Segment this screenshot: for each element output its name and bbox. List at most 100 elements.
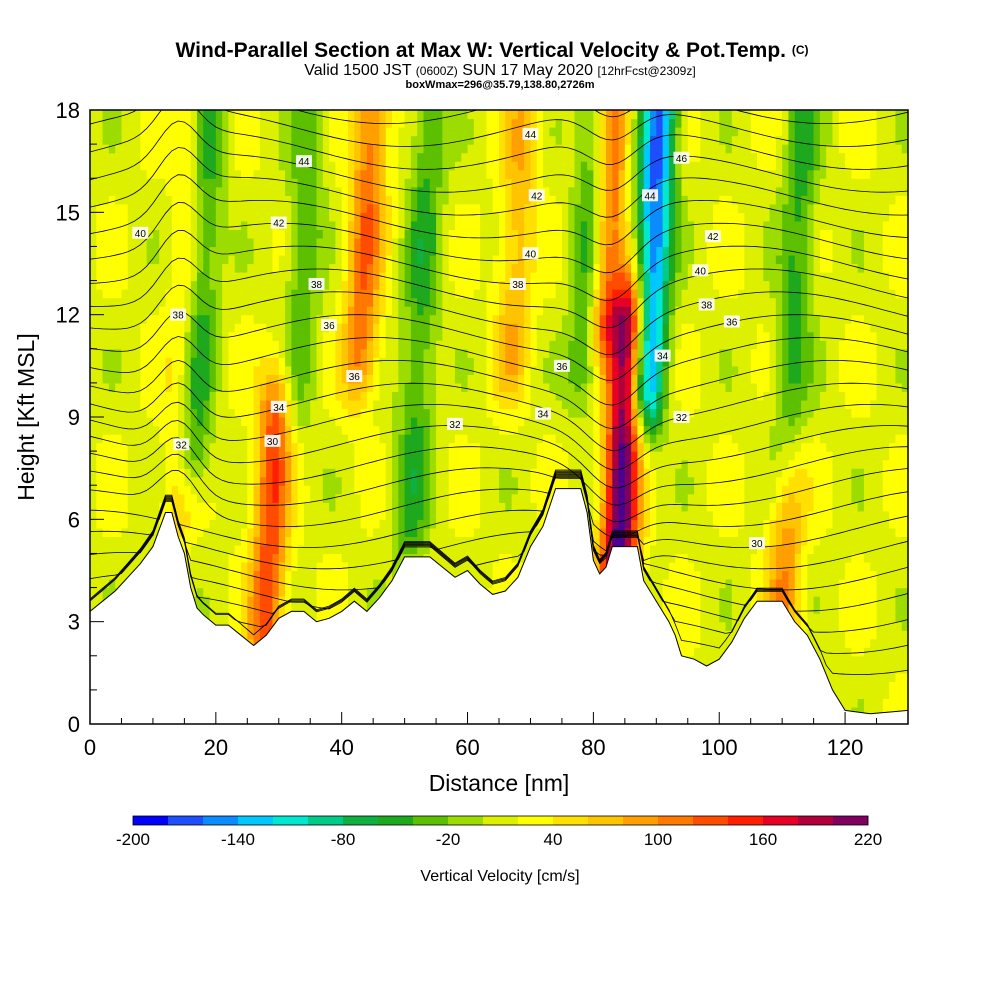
velocity-cell — [178, 493, 185, 503]
velocity-cell — [196, 340, 204, 350]
velocity-cell — [241, 254, 248, 265]
velocity-cell — [259, 203, 267, 213]
velocity-cell — [486, 340, 494, 350]
velocity-cell — [291, 195, 299, 205]
velocity-cell — [480, 323, 488, 333]
velocity-cell — [146, 459, 154, 469]
velocity-cell — [215, 297, 223, 307]
velocity-cell — [285, 263, 292, 273]
velocity-cell — [454, 229, 462, 239]
velocity-cell — [247, 553, 255, 563]
velocity-cell — [108, 195, 116, 205]
velocity-cell — [341, 323, 349, 333]
velocity-cell — [454, 144, 462, 154]
velocity-cell — [102, 451, 110, 461]
velocity-cell — [417, 110, 425, 120]
velocity-cell — [373, 323, 381, 333]
velocity-cell — [203, 110, 211, 120]
velocity-cell — [102, 502, 110, 512]
velocity-cell — [410, 118, 418, 128]
velocity-cell — [505, 536, 513, 546]
velocity-cell — [316, 186, 324, 196]
velocity-cell — [492, 246, 500, 256]
velocity-cell — [134, 459, 141, 469]
velocity-cell — [347, 408, 355, 418]
velocity-cell — [480, 340, 488, 350]
velocity-cell — [486, 561, 494, 572]
velocity-cell — [436, 485, 443, 495]
velocity-cell — [329, 527, 336, 537]
velocity-cell — [517, 127, 525, 137]
velocity-cell — [347, 340, 355, 350]
velocity-cell — [96, 280, 104, 290]
velocity-cell — [423, 408, 431, 418]
velocity-cell — [341, 314, 349, 324]
velocity-cell — [379, 212, 387, 222]
velocity-cell — [505, 519, 513, 529]
velocity-cell — [234, 118, 242, 128]
velocity-cell — [171, 493, 179, 503]
velocity-cell — [146, 510, 154, 520]
velocity-cell — [448, 237, 456, 248]
velocity-cell — [297, 289, 305, 299]
velocity-cell — [480, 459, 488, 469]
velocity-cell — [285, 527, 292, 537]
velocity-cell — [165, 280, 173, 290]
velocity-cell — [241, 237, 248, 248]
velocity-cell — [398, 220, 406, 230]
velocity-cell — [417, 365, 425, 375]
velocity-cell — [297, 604, 305, 614]
velocity-cell — [152, 229, 160, 239]
velocity-cell — [209, 144, 217, 154]
velocity-cell — [228, 374, 236, 384]
velocity-cell — [505, 229, 513, 239]
velocity-cell — [310, 246, 318, 256]
velocity-cell — [127, 425, 135, 435]
velocity-cell — [379, 561, 387, 572]
velocity-cell — [228, 425, 236, 435]
velocity-cell — [310, 519, 318, 529]
velocity-cell — [234, 357, 242, 367]
velocity-cell — [404, 178, 412, 188]
velocity-cell — [473, 289, 481, 299]
velocity-cell — [247, 502, 255, 512]
velocity-cell — [454, 527, 462, 537]
velocity-cell — [90, 527, 97, 537]
velocity-cell — [121, 425, 129, 435]
velocity-cell — [90, 289, 97, 299]
velocity-cell — [215, 553, 223, 563]
velocity-cell — [146, 272, 154, 282]
velocity-cell — [310, 536, 318, 546]
velocity-cell — [190, 365, 198, 375]
velocity-cell — [190, 434, 198, 444]
velocity-cell — [480, 144, 488, 154]
velocity-cell — [341, 502, 349, 512]
velocity-cell — [310, 408, 318, 418]
velocity-cell — [392, 254, 399, 265]
velocity-cell — [436, 527, 443, 537]
velocity-cell — [247, 254, 255, 265]
velocity-cell — [152, 280, 160, 290]
velocity-cell — [102, 340, 110, 350]
velocity-cell — [222, 399, 230, 410]
velocity-cell — [505, 331, 513, 341]
velocity-cell — [480, 118, 488, 128]
velocity-cell — [241, 110, 248, 120]
velocity-cell — [354, 169, 362, 179]
velocity-cell — [203, 570, 211, 580]
velocity-cell — [222, 544, 230, 555]
velocity-cell — [215, 289, 223, 299]
velocity-cell — [442, 169, 450, 179]
velocity-cell — [234, 476, 242, 486]
velocity-cell — [310, 323, 318, 333]
velocity-cell — [291, 561, 299, 572]
velocity-cell — [90, 161, 97, 171]
velocity-cell — [499, 161, 506, 171]
velocity-cell — [178, 289, 185, 299]
velocity-cell — [90, 229, 97, 239]
velocity-cell — [461, 110, 469, 120]
velocity-cell — [102, 118, 110, 128]
velocity-cell — [121, 144, 129, 154]
velocity-cell — [341, 263, 349, 273]
velocity-cell — [121, 254, 129, 265]
